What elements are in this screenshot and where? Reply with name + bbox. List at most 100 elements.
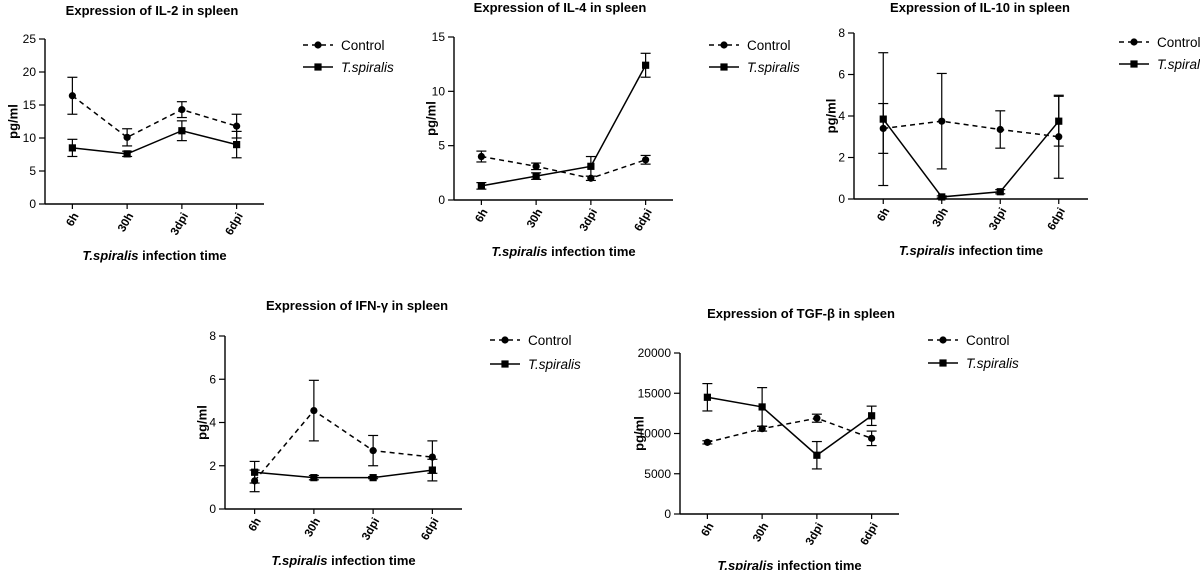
legend-label: T.spiralis — [966, 356, 1019, 371]
x-tick-label: 3dpi — [169, 211, 191, 237]
data-point-circle — [233, 122, 241, 130]
series-control — [476, 150, 651, 182]
chart-title: Expression of TGF-β in spleen — [707, 306, 895, 321]
y-axis-label: pg/ml — [194, 405, 209, 440]
series-tspiralis — [878, 52, 1064, 201]
series-control — [67, 76, 242, 147]
y-tick-label: 10 — [23, 131, 37, 145]
data-point-square — [123, 150, 131, 158]
chart-title: Expression of IFN-γ in spleen — [266, 298, 448, 313]
data-point-circle — [813, 414, 821, 422]
legend-marker-circle — [1130, 38, 1138, 46]
y-tick-label: 15 — [432, 30, 446, 44]
data-point-square — [233, 141, 241, 149]
data-point-circle — [758, 425, 766, 433]
y-tick-label: 10 — [432, 84, 446, 98]
series-tspiralis — [67, 120, 242, 159]
y-tick-label: 15000 — [638, 386, 672, 400]
y-tick-label: 5 — [29, 164, 36, 178]
y-tick-label: 20000 — [638, 346, 672, 360]
x-tick-label: 3dpi — [360, 516, 382, 542]
legend: Control T.spiralis — [1119, 35, 1200, 72]
y-tick-label: 8 — [838, 26, 845, 40]
x-tick-label: 30h — [525, 207, 545, 230]
data-point-square — [758, 403, 766, 411]
x-tick-label: 6dpi — [419, 516, 441, 542]
legend-marker-square — [720, 63, 728, 71]
data-point-square — [587, 162, 595, 170]
y-tick-label: 6 — [838, 68, 845, 82]
y-tick-label: 6 — [209, 372, 216, 386]
data-point-square — [703, 393, 711, 401]
chart-panel-5: Expression of TGF-β in spleen 0 5000 10000 1… — [631, 306, 1019, 570]
legend: Control T.spiralis — [303, 38, 394, 75]
data-point-square — [1055, 117, 1063, 125]
x-axis-label: T.spiralis infection time — [717, 558, 861, 570]
y-tick-label: 25 — [23, 32, 37, 46]
x-axis-label: T.spiralis infection time — [491, 244, 635, 259]
legend-marker-square — [314, 63, 322, 71]
legend: Control T.spiralis — [490, 333, 581, 372]
x-tick-label: 6h — [64, 211, 81, 229]
x-tick-label: 6h — [473, 207, 490, 225]
y-tick-label: 10000 — [638, 427, 672, 441]
x-axis-label-species: T.spiralis — [491, 244, 547, 259]
series-control — [878, 72, 1064, 179]
x-axis-label-text: infection time — [955, 243, 1043, 258]
data-point-circle — [477, 152, 485, 161]
y-tick-label: 2 — [838, 151, 845, 165]
x-tick-label: 30h — [303, 516, 323, 539]
y-axis-label: pg/ml — [823, 99, 838, 134]
x-tick-label: 30h — [931, 206, 951, 229]
data-point-square — [68, 144, 76, 152]
x-axis-label: T.spiralis infection time — [271, 553, 415, 568]
y-axis-label: pg/ml — [5, 104, 20, 139]
series-line — [481, 155, 646, 180]
data-point-square — [938, 193, 946, 201]
x-tick-label: 3dpi — [578, 207, 600, 233]
data-point-circle — [938, 117, 946, 125]
x-tick-label: 6dpi — [859, 521, 881, 547]
series-line — [883, 120, 1059, 138]
x-axis-label-text: infection time — [774, 558, 862, 570]
x-tick-label: 6dpi — [224, 211, 246, 237]
legend-label: Control — [747, 38, 791, 53]
series-line — [254, 409, 433, 482]
x-tick-label: 3dpi — [804, 521, 826, 547]
data-point-square — [310, 474, 318, 482]
legend: Control T.spiralis — [709, 38, 800, 75]
data-point-circle — [642, 156, 650, 164]
data-point-square — [369, 474, 377, 482]
x-axis-label-text: infection time — [548, 244, 636, 259]
series-line — [254, 469, 433, 479]
legend-label: Control — [966, 333, 1010, 348]
data-point-circle — [703, 438, 711, 446]
data-point-circle — [68, 92, 76, 100]
data-point-square — [251, 468, 259, 476]
series-tspiralis — [476, 52, 651, 190]
y-tick-label: 4 — [838, 109, 845, 123]
x-axis-label-species: T.spiralis — [82, 248, 138, 263]
series-line — [72, 129, 237, 155]
x-axis-label-species: T.spiralis — [717, 558, 773, 570]
data-point-square — [532, 172, 540, 180]
x-tick-label: 6h — [699, 521, 716, 539]
series-tspiralis — [702, 382, 877, 470]
legend-marker-square — [501, 360, 509, 368]
x-tick-label: 30h — [116, 211, 136, 234]
series-line — [71, 95, 237, 139]
y-tick-label: 4 — [209, 416, 216, 430]
series-line — [707, 417, 872, 444]
x-axis-label-text: infection time — [328, 553, 416, 568]
y-axis-label: pg/ml — [423, 101, 438, 136]
data-point-circle — [178, 106, 186, 114]
y-tick-label: 8 — [209, 329, 216, 343]
legend-label: T.spiralis — [747, 60, 800, 75]
y-axis-label: pg/ml — [631, 416, 646, 451]
legend-label: Control — [1157, 35, 1200, 50]
y-tick-label: 0 — [664, 507, 671, 521]
chart-title: Expression of IL-4 in spleen — [474, 0, 647, 15]
x-axis-label: T.spiralis infection time — [899, 243, 1043, 258]
data-point-square — [868, 412, 876, 420]
